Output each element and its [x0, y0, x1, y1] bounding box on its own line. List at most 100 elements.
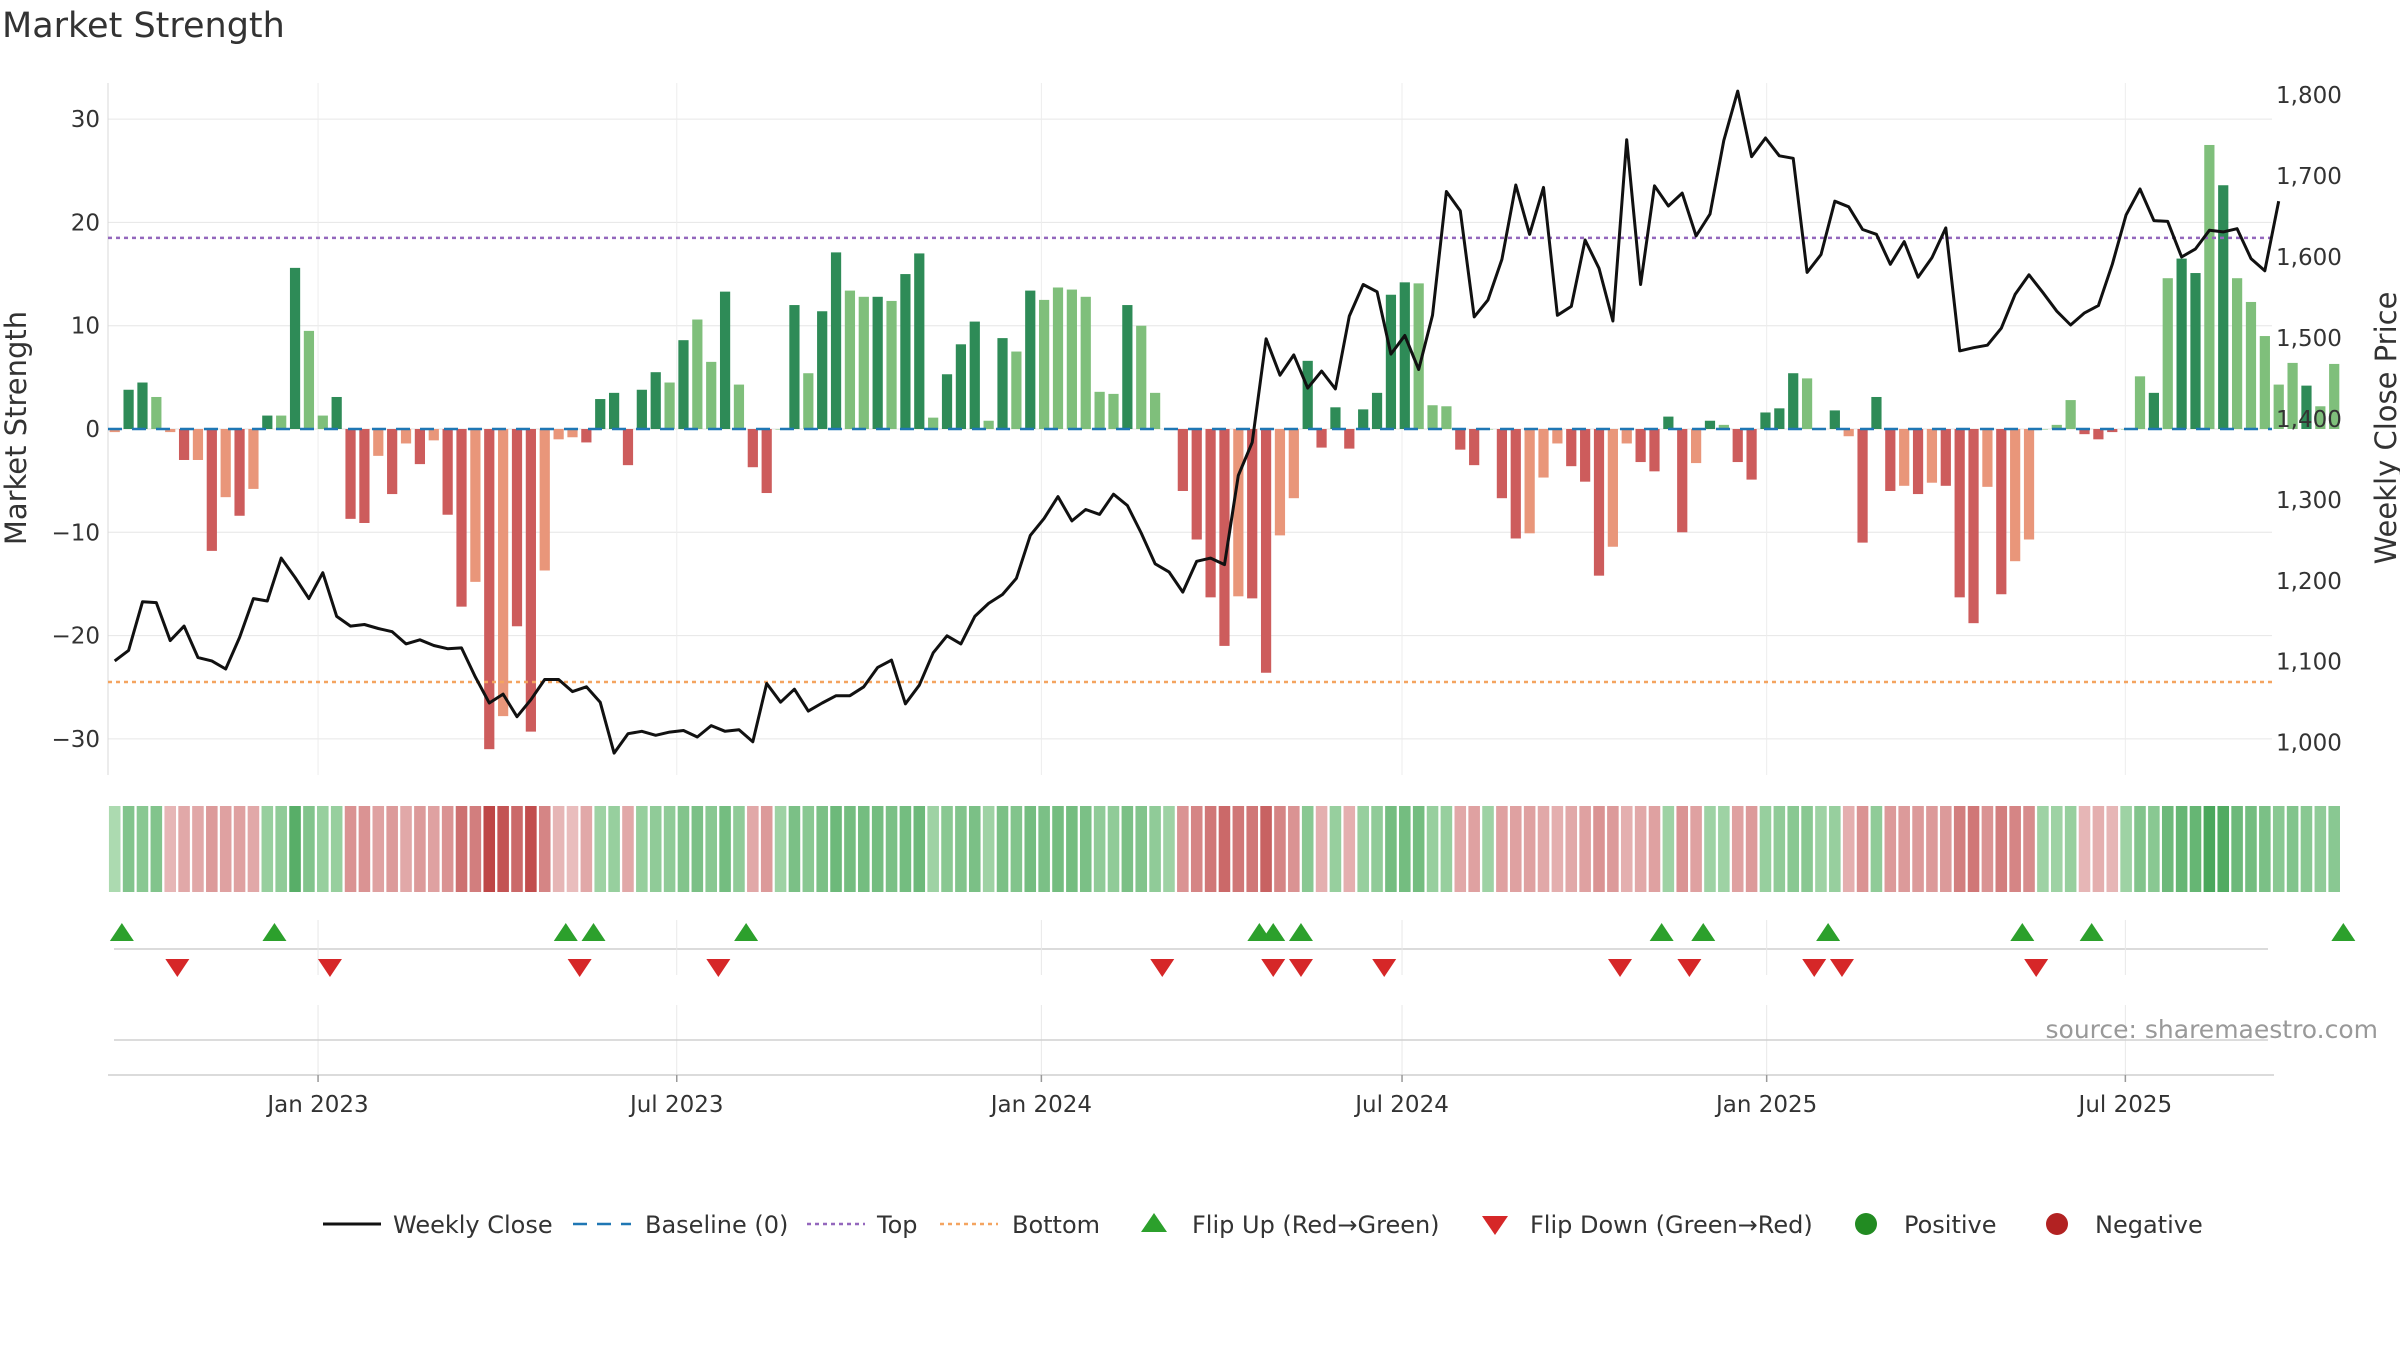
strength-bar	[2218, 185, 2229, 429]
weekly-close-line	[113, 89, 2281, 755]
x-tick-label: Jan 2024	[989, 1092, 1092, 1118]
strength-bar	[1149, 392, 1161, 429]
heat-cell	[1274, 806, 1286, 892]
heat-cell	[1385, 806, 1397, 892]
flip-up-marker	[581, 923, 606, 941]
flip-down-marker	[1372, 959, 1397, 977]
strength-bar	[234, 429, 245, 516]
heat-cell	[1135, 806, 1148, 892]
heat-cell	[1343, 806, 1356, 892]
heat-cell	[1953, 806, 1966, 892]
left-tick-label: −20	[51, 624, 100, 650]
heat-cell	[2328, 806, 2340, 892]
heat-cell	[927, 806, 939, 892]
strength-bar	[2245, 301, 2257, 429]
left-axis-title: Market Strength	[0, 311, 33, 545]
heat-cell	[2106, 806, 2119, 892]
heat-cell	[1787, 806, 1799, 892]
heat-cell	[1981, 806, 1994, 892]
strength-bar	[1399, 282, 1410, 429]
heat-cell	[2203, 806, 2216, 892]
strength-bar	[1982, 429, 1993, 487]
strength-bar	[248, 429, 259, 489]
heat-cell	[885, 806, 898, 892]
strength-bar	[345, 429, 356, 519]
heat-cell	[1149, 806, 1161, 892]
strength-bar	[636, 389, 647, 429]
heat-cell	[1593, 806, 1605, 892]
heat-cell	[622, 806, 634, 892]
strength-bar	[2231, 278, 2243, 429]
flip-up-marker	[1288, 923, 1313, 941]
strength-bar	[2051, 424, 2062, 429]
strength-bar	[178, 429, 190, 460]
strength-bar	[858, 296, 869, 429]
heat-cell	[2300, 806, 2313, 892]
strength-bar	[2107, 429, 2118, 433]
strength-bar	[969, 321, 980, 429]
heat-cell	[1107, 806, 1120, 892]
heat-cell	[1412, 806, 1425, 892]
strength-bar	[1316, 429, 1327, 448]
strength-bar	[747, 429, 758, 468]
strength-bar	[1496, 429, 1508, 499]
heat-cell	[1468, 806, 1480, 892]
legend-item-flip_down: Flip Down (Green→Red)	[1482, 1211, 1813, 1239]
strength-bar	[2259, 336, 2270, 429]
flip-down-marker	[706, 959, 731, 977]
strength-bar	[789, 305, 800, 429]
heat-cell	[414, 806, 426, 892]
heat-cell	[1912, 806, 1924, 892]
heat-cell	[455, 806, 468, 892]
strength-bar	[511, 429, 523, 627]
strength-bar	[1066, 289, 1077, 429]
heat-cell	[261, 806, 274, 892]
x-tick-label: Jul 2023	[628, 1092, 724, 1118]
strength-bar	[1469, 429, 1480, 466]
strength-bar	[123, 389, 134, 429]
heat-cell	[1399, 806, 1411, 892]
right-tick-label: 1,700	[2276, 164, 2342, 190]
heat-cell	[1842, 806, 1855, 892]
flip-up-marker	[1816, 923, 1841, 941]
strength-bar	[2273, 384, 2284, 429]
strength-bar	[1566, 429, 1577, 467]
heat-cell	[747, 806, 759, 892]
date-axis-panel	[108, 1005, 2274, 1076]
strength-bar	[428, 429, 439, 441]
heat-cell	[1024, 806, 1037, 892]
flip-down-marker	[1802, 959, 1827, 977]
flip-down-marker	[1829, 959, 1854, 977]
right-tick-label: 1,600	[2276, 245, 2342, 271]
strength-bar	[1774, 408, 1785, 429]
strength-bar	[1122, 305, 1133, 429]
heat-cell	[955, 806, 967, 892]
strength-bar	[442, 429, 453, 515]
strength-bars	[109, 144, 2340, 750]
right-tick-label: 1,000	[2276, 731, 2342, 757]
legend-label: Bottom	[1012, 1211, 1100, 1239]
heat-cell	[1940, 806, 1952, 892]
strength-bar	[1427, 405, 1438, 429]
strength-bar	[1635, 429, 1646, 463]
strength-bar	[678, 340, 689, 429]
legend-label: Weekly Close	[393, 1211, 553, 1239]
heat-cell	[552, 806, 565, 892]
heat-cell	[2023, 806, 2035, 892]
flip-down-marker	[317, 959, 342, 977]
legend-label: Positive	[1904, 1211, 1997, 1239]
heat-cell	[1537, 806, 1550, 892]
strength-bar	[414, 429, 426, 465]
strength-bar	[1302, 360, 1313, 429]
strength-bar	[206, 429, 217, 551]
heat-cell	[1634, 806, 1647, 892]
heat-cell	[968, 806, 981, 892]
strength-bar	[733, 384, 745, 429]
heat-cell	[1607, 806, 1619, 892]
left-tick-label: 20	[71, 210, 100, 236]
heat-cell	[1551, 806, 1564, 892]
legend-item-top: Top	[807, 1211, 918, 1239]
heat-cell	[303, 806, 315, 892]
heat-cell	[2217, 806, 2230, 892]
strength-bar	[262, 415, 273, 429]
